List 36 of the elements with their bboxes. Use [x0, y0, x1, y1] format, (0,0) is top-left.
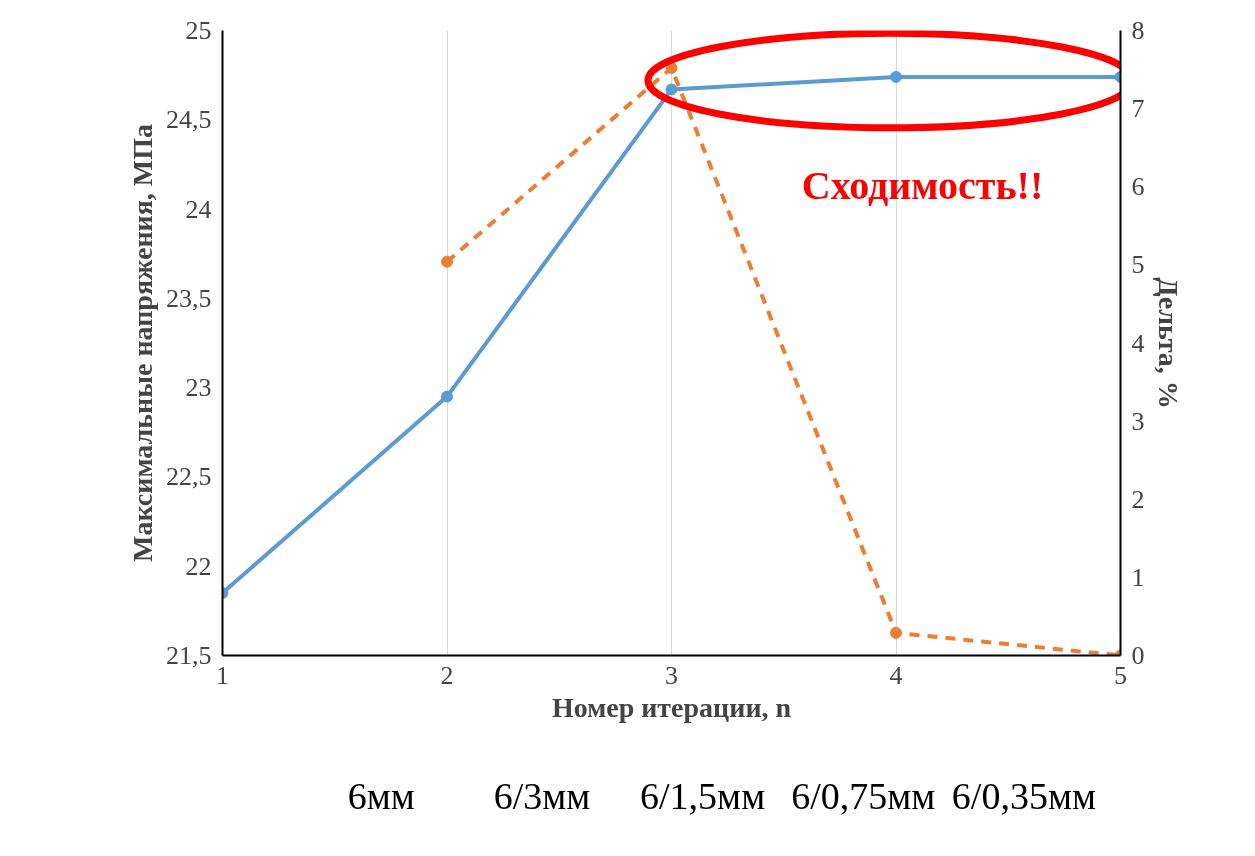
y-axis-title: Максимальные напряжения, МПа — [127, 123, 158, 563]
x-tick-label: 2 — [440, 660, 454, 690]
point — [890, 626, 902, 639]
y2-tick-label: 5 — [1131, 250, 1145, 280]
point — [890, 70, 902, 83]
y-tick-label: 22,5 — [166, 462, 212, 492]
x-tick-label: 5 — [1114, 660, 1127, 690]
point — [441, 390, 453, 403]
x-axis-title: Номер итерации, n — [551, 691, 792, 723]
y2-axis-title: Дельта, % — [1152, 277, 1184, 409]
y2-tick-label: 2 — [1131, 484, 1145, 514]
point — [665, 83, 678, 96]
x-tick-label: 1 — [216, 660, 229, 690]
y-tick-label: 23 — [185, 373, 212, 403]
y-tick-label: 24 — [185, 194, 212, 224]
y2-tick-label: 4 — [1131, 328, 1145, 358]
y2-tick-label: 1 — [1131, 562, 1145, 592]
y2-tick-label: 7 — [1131, 94, 1145, 124]
text: 6/0,35мм — [951, 774, 1096, 817]
y2-tick-label: 6 — [1131, 172, 1145, 202]
text: 6/0,75мм — [791, 774, 936, 817]
y-tick-label: 24,5 — [166, 105, 212, 135]
y-tick-label: 25 — [185, 16, 212, 45]
x-tick-label: 4 — [889, 660, 903, 690]
y-tick-label: 21,5 — [166, 641, 212, 670]
y2-tick-label: 0 — [1131, 641, 1145, 670]
text: 6/1,5мм — [640, 774, 766, 817]
y-tick-label: 23,5 — [166, 283, 212, 313]
x-tick-label: 3 — [665, 660, 678, 690]
text: 6/3мм — [493, 774, 591, 817]
y2-tick-label: 8 — [1131, 16, 1145, 45]
point — [441, 255, 453, 268]
y2-tick-label: 3 — [1131, 406, 1145, 436]
annotation: Сходимость!! — [801, 163, 1044, 208]
y-tick-label: 22 — [185, 551, 212, 581]
text: 6мм — [347, 774, 415, 817]
